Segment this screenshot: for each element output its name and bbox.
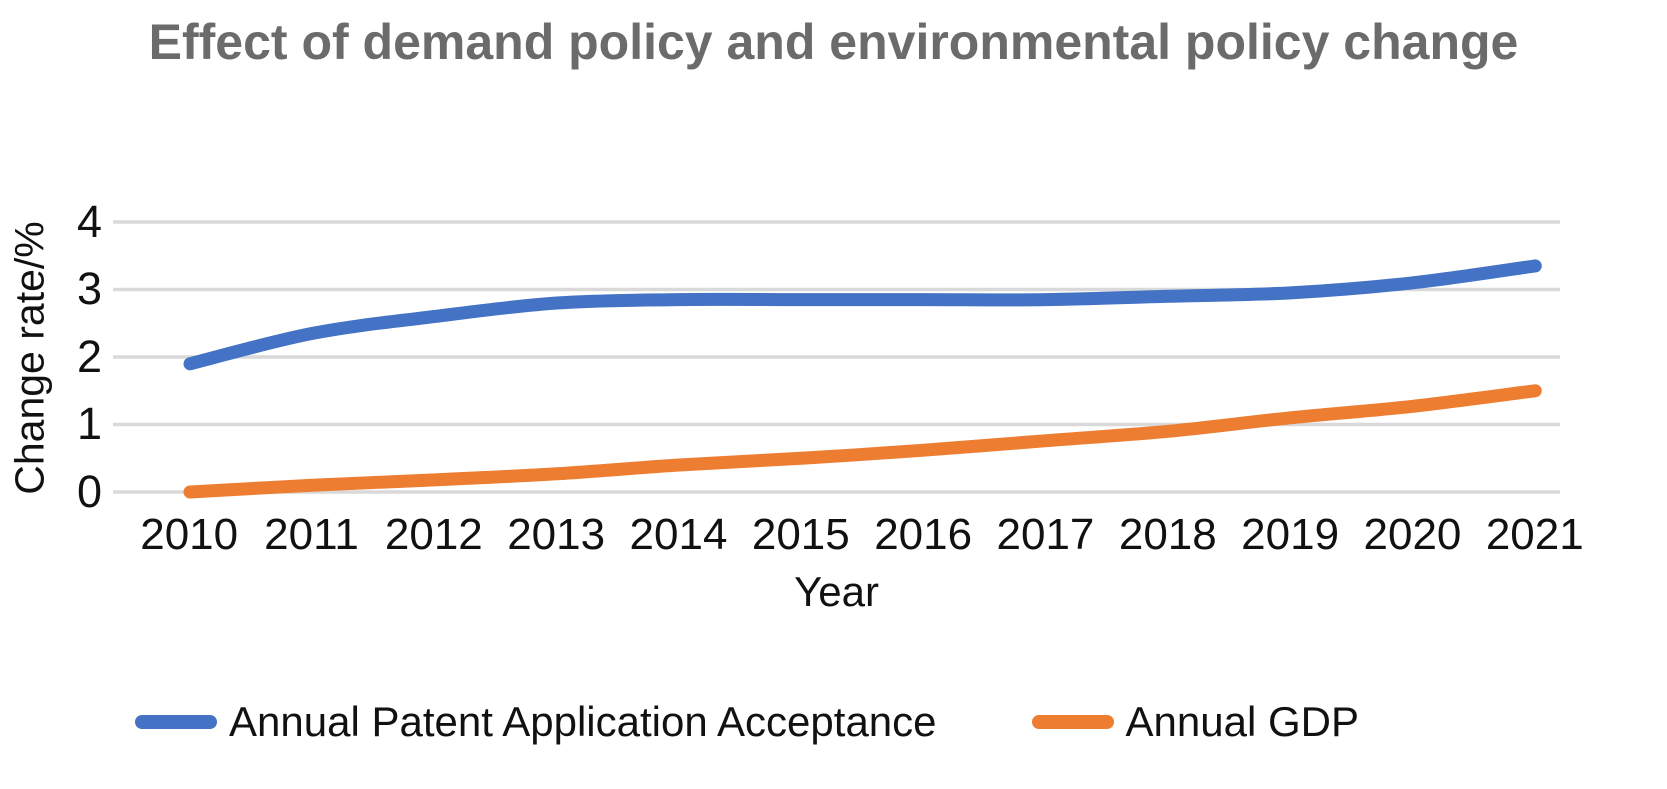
x-tick: 2018 [1118, 510, 1217, 559]
chart-title-text: Effect of demand policy and environmenta… [148, 14, 1519, 70]
x-tick: 2014 [629, 510, 728, 559]
gdp-series-swatch-icon [1031, 715, 1114, 729]
plot-area [113, 220, 1560, 499]
legend: Annual Patent Application Acceptance Ann… [0, 698, 1667, 746]
legend-item-patent: Annual Patent Application Acceptance [135, 698, 937, 746]
legend-label: Annual Patent Application Acceptance [229, 698, 937, 745]
x-tick: 2010 [140, 510, 239, 559]
legend-item-gdp: Annual GDP [1031, 698, 1359, 746]
x-tick: 2012 [384, 510, 483, 559]
x-tick: 2016 [874, 510, 973, 559]
x-tick: 2011 [264, 510, 359, 559]
chart-title: Effect of demand policy and environmenta… [0, 0, 1667, 79]
y-tick: 0 [76, 466, 102, 517]
x-tick: 2017 [996, 510, 1095, 559]
y-tick: 3 [76, 263, 102, 314]
x-axis-labels: 2010 2011 2012 2013 2014 2015 2016 2017 … [128, 510, 1596, 560]
x-axis-title: Year [794, 568, 879, 615]
patent-series-swatch-icon [135, 715, 217, 729]
y-tick: 2 [76, 331, 102, 382]
y-tick: 1 [76, 398, 102, 449]
x-tick: 2021 [1485, 510, 1584, 559]
x-tick: 2015 [751, 510, 850, 559]
x-tick: 2019 [1241, 510, 1340, 559]
x-tick: 2020 [1363, 510, 1462, 559]
series-line-gdp [183, 384, 1542, 499]
y-tick: 4 [76, 196, 102, 247]
legend-label: Annual GDP [1125, 698, 1359, 745]
series-line-patent [183, 259, 1542, 371]
x-tick: 2013 [507, 510, 606, 559]
